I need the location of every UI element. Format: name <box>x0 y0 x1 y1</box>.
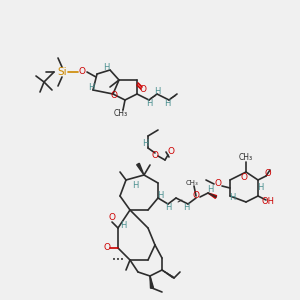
Text: OH: OH <box>262 197 275 206</box>
Text: H: H <box>142 139 148 148</box>
Text: H: H <box>154 86 160 95</box>
Polygon shape <box>150 276 154 288</box>
Text: H: H <box>88 82 94 91</box>
Text: CH₃: CH₃ <box>239 154 253 163</box>
Text: H: H <box>257 184 263 193</box>
Text: O: O <box>193 191 200 200</box>
Text: O: O <box>140 85 146 94</box>
Text: H: H <box>229 194 235 202</box>
Text: O: O <box>241 173 248 182</box>
Text: •••: ••• <box>112 257 124 263</box>
Text: O: O <box>167 146 175 155</box>
Text: H: H <box>120 220 126 230</box>
Text: H: H <box>146 100 152 109</box>
Text: H: H <box>103 64 109 73</box>
Text: H: H <box>157 190 163 200</box>
Text: Si: Si <box>57 67 67 77</box>
Text: O: O <box>265 169 271 178</box>
Text: O: O <box>152 151 158 160</box>
Text: CH₃: CH₃ <box>186 180 198 186</box>
Text: H: H <box>207 185 213 194</box>
Polygon shape <box>208 193 217 198</box>
Text: O: O <box>110 92 118 100</box>
Text: O: O <box>109 214 116 223</box>
Text: O: O <box>79 68 86 76</box>
Text: H: H <box>132 181 138 190</box>
Text: O: O <box>214 179 221 188</box>
Polygon shape <box>137 163 144 175</box>
Text: H: H <box>165 203 171 212</box>
Text: H: H <box>164 100 170 109</box>
Text: O: O <box>103 244 110 253</box>
Text: H: H <box>183 203 189 212</box>
Text: CH₃: CH₃ <box>114 110 128 118</box>
